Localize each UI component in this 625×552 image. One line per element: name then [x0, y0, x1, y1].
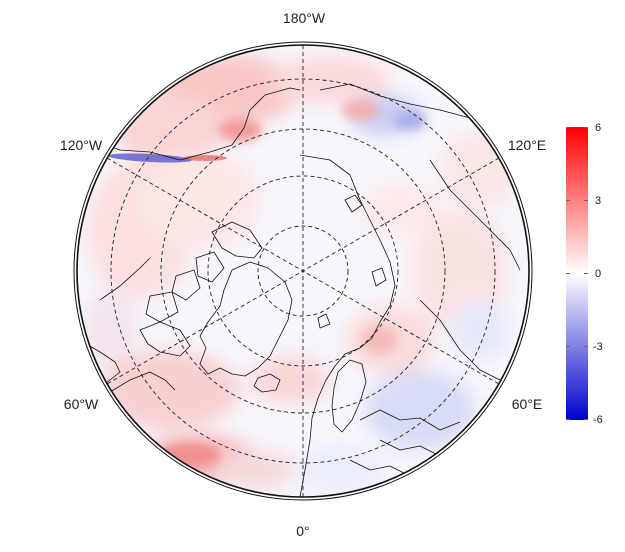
- hudson-bay: [139, 321, 191, 357]
- colorbar-tick-label: 3: [595, 195, 602, 207]
- coastlines: [87, 83, 521, 497]
- siberian-islands: [317, 194, 387, 329]
- greenland-outline: [199, 261, 293, 377]
- colorbar-tick-label: -3: [593, 341, 603, 353]
- map-frame: [76, 44, 530, 498]
- canadian-arctic-islands: [145, 221, 263, 323]
- scandinavia-outline: [331, 359, 367, 433]
- lon-label-120e: 120°E: [507, 137, 547, 153]
- lon-label-60e: 60°E: [511, 396, 543, 412]
- lon-label-0: 0°: [296, 523, 310, 539]
- lon-label-180w: 180°W: [282, 10, 326, 26]
- colorbar-gradient: [566, 127, 588, 420]
- colorbar: 6 3 0 -3 -6: [562, 122, 622, 426]
- graticule: [106, 45, 500, 497]
- lon-label-120w: 120°W: [59, 137, 103, 153]
- iceland-outline: [253, 373, 281, 393]
- map-frame-outer: [73, 41, 533, 501]
- lon-label-60w: 60°W: [63, 396, 99, 412]
- russia-borders: [349, 159, 521, 477]
- colorbar-tick-label: 0: [595, 268, 602, 280]
- colorbar-tick-label: 6: [595, 122, 602, 134]
- north-america-coast: [87, 87, 301, 393]
- colorbar-tick-label: -6: [593, 414, 603, 426]
